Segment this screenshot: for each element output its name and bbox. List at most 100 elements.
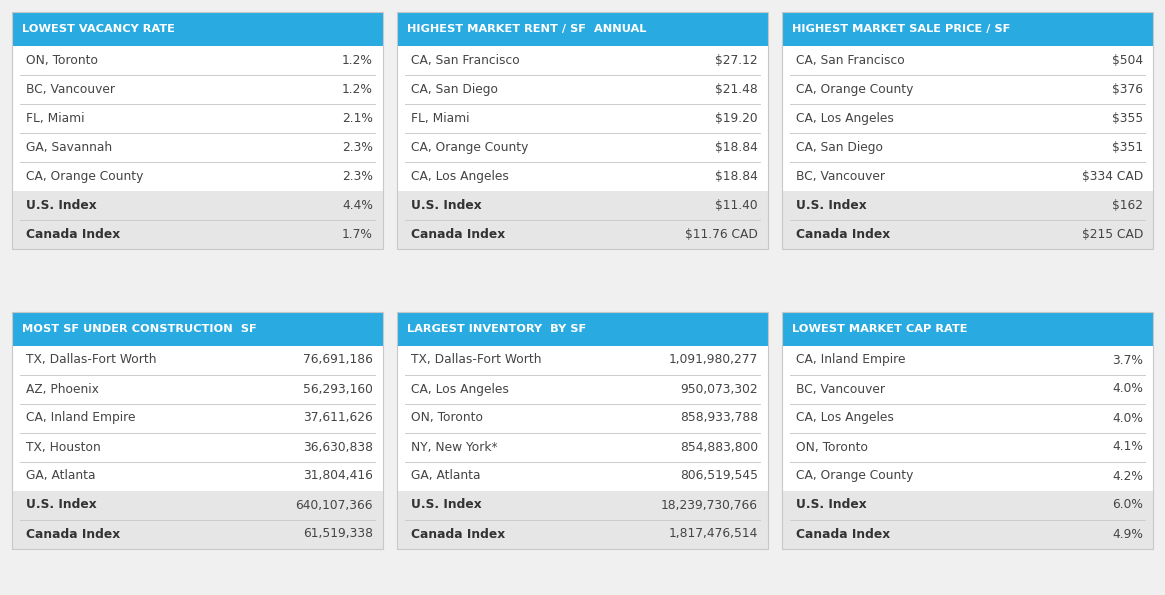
- Text: 3.7%: 3.7%: [1113, 353, 1143, 367]
- Bar: [782, 104, 1153, 133]
- Bar: [782, 75, 1153, 104]
- Bar: [397, 433, 768, 462]
- Bar: [12, 12, 383, 249]
- Text: 61,519,338: 61,519,338: [303, 528, 373, 540]
- Text: CA, Los Angeles: CA, Los Angeles: [796, 112, 894, 125]
- Bar: [12, 490, 383, 549]
- Bar: [12, 374, 383, 403]
- Text: LOWEST VACANCY RATE: LOWEST VACANCY RATE: [22, 24, 175, 34]
- Bar: [12, 312, 383, 549]
- Text: $19.20: $19.20: [715, 112, 758, 125]
- Text: GA, Atlanta: GA, Atlanta: [26, 469, 96, 483]
- Bar: [397, 403, 768, 433]
- Text: CA, San Francisco: CA, San Francisco: [411, 54, 520, 67]
- Bar: [782, 312, 1153, 549]
- Text: CA, Orange County: CA, Orange County: [796, 469, 913, 483]
- Text: 1.2%: 1.2%: [343, 83, 373, 96]
- Text: 1.2%: 1.2%: [343, 54, 373, 67]
- Text: Canada Index: Canada Index: [796, 528, 890, 540]
- Text: 806,519,545: 806,519,545: [680, 469, 758, 483]
- Bar: [12, 191, 383, 249]
- Text: 56,293,160: 56,293,160: [303, 383, 373, 396]
- Bar: [782, 374, 1153, 403]
- Text: CA, Los Angeles: CA, Los Angeles: [411, 383, 509, 396]
- Text: 4.4%: 4.4%: [343, 199, 373, 212]
- Text: FL, Miami: FL, Miami: [26, 112, 85, 125]
- Text: U.S. Index: U.S. Index: [411, 199, 481, 212]
- Bar: [12, 133, 383, 162]
- Text: GA, Atlanta: GA, Atlanta: [411, 469, 480, 483]
- Text: $162: $162: [1113, 199, 1143, 212]
- Text: 4.2%: 4.2%: [1113, 469, 1143, 483]
- Text: 1,817,476,514: 1,817,476,514: [669, 528, 758, 540]
- Bar: [12, 403, 383, 433]
- Text: Canada Index: Canada Index: [26, 528, 120, 540]
- Text: U.S. Index: U.S. Index: [411, 499, 481, 512]
- Text: 2.1%: 2.1%: [343, 112, 373, 125]
- Text: U.S. Index: U.S. Index: [26, 199, 97, 212]
- Text: 31,804,416: 31,804,416: [303, 469, 373, 483]
- Text: 36,630,838: 36,630,838: [303, 440, 373, 453]
- Text: Canada Index: Canada Index: [411, 528, 506, 540]
- Bar: [12, 346, 383, 374]
- Bar: [782, 162, 1153, 191]
- Text: 2.3%: 2.3%: [343, 170, 373, 183]
- Bar: [397, 312, 768, 346]
- Bar: [12, 162, 383, 191]
- Text: CA, Los Angeles: CA, Los Angeles: [411, 170, 509, 183]
- Bar: [12, 462, 383, 490]
- Bar: [397, 12, 768, 249]
- Bar: [12, 312, 383, 346]
- Text: $376: $376: [1113, 83, 1143, 96]
- Bar: [397, 133, 768, 162]
- Text: TX, Dallas-Fort Worth: TX, Dallas-Fort Worth: [411, 353, 542, 367]
- Text: 18,239,730,766: 18,239,730,766: [661, 499, 758, 512]
- Bar: [12, 104, 383, 133]
- Text: $27.12: $27.12: [715, 54, 758, 67]
- Bar: [782, 191, 1153, 249]
- Text: BC, Vancouver: BC, Vancouver: [796, 170, 885, 183]
- Text: $18.84: $18.84: [715, 141, 758, 154]
- Bar: [782, 312, 1153, 346]
- Text: LARGEST INVENTORY  BY SF: LARGEST INVENTORY BY SF: [407, 324, 586, 334]
- Text: 37,611,626: 37,611,626: [303, 412, 373, 424]
- Bar: [782, 12, 1153, 46]
- Text: BC, Vancouver: BC, Vancouver: [796, 383, 885, 396]
- Text: 1,091,980,277: 1,091,980,277: [669, 353, 758, 367]
- Text: $351: $351: [1111, 141, 1143, 154]
- Text: $11.40: $11.40: [715, 199, 758, 212]
- Text: CA, Orange County: CA, Orange County: [796, 83, 913, 96]
- Bar: [397, 346, 768, 374]
- Bar: [782, 403, 1153, 433]
- Text: CA, Orange County: CA, Orange County: [411, 141, 529, 154]
- Bar: [782, 346, 1153, 374]
- Text: CA, Orange County: CA, Orange County: [26, 170, 143, 183]
- Text: $355: $355: [1111, 112, 1143, 125]
- Text: TX, Dallas-Fort Worth: TX, Dallas-Fort Worth: [26, 353, 156, 367]
- Text: U.S. Index: U.S. Index: [796, 499, 867, 512]
- Text: CA, San Diego: CA, San Diego: [796, 141, 883, 154]
- Bar: [397, 312, 768, 549]
- Text: 858,933,788: 858,933,788: [680, 412, 758, 424]
- Bar: [397, 162, 768, 191]
- Text: CA, Inland Empire: CA, Inland Empire: [26, 412, 135, 424]
- Bar: [12, 46, 383, 75]
- Text: ON, Toronto: ON, Toronto: [796, 440, 868, 453]
- Bar: [397, 490, 768, 549]
- Text: CA, San Francisco: CA, San Francisco: [796, 54, 905, 67]
- Text: 640,107,366: 640,107,366: [296, 499, 373, 512]
- Text: 6.0%: 6.0%: [1113, 499, 1143, 512]
- Text: $21.48: $21.48: [715, 83, 758, 96]
- Text: 4.9%: 4.9%: [1113, 528, 1143, 540]
- Bar: [397, 46, 768, 75]
- Text: CA, Los Angeles: CA, Los Angeles: [796, 412, 894, 424]
- Bar: [782, 462, 1153, 490]
- Text: CA, San Diego: CA, San Diego: [411, 83, 497, 96]
- Bar: [12, 75, 383, 104]
- Text: $215 CAD: $215 CAD: [1081, 228, 1143, 241]
- Text: 76,691,186: 76,691,186: [303, 353, 373, 367]
- Bar: [397, 462, 768, 490]
- Bar: [397, 12, 768, 46]
- Bar: [782, 12, 1153, 249]
- Text: U.S. Index: U.S. Index: [796, 199, 867, 212]
